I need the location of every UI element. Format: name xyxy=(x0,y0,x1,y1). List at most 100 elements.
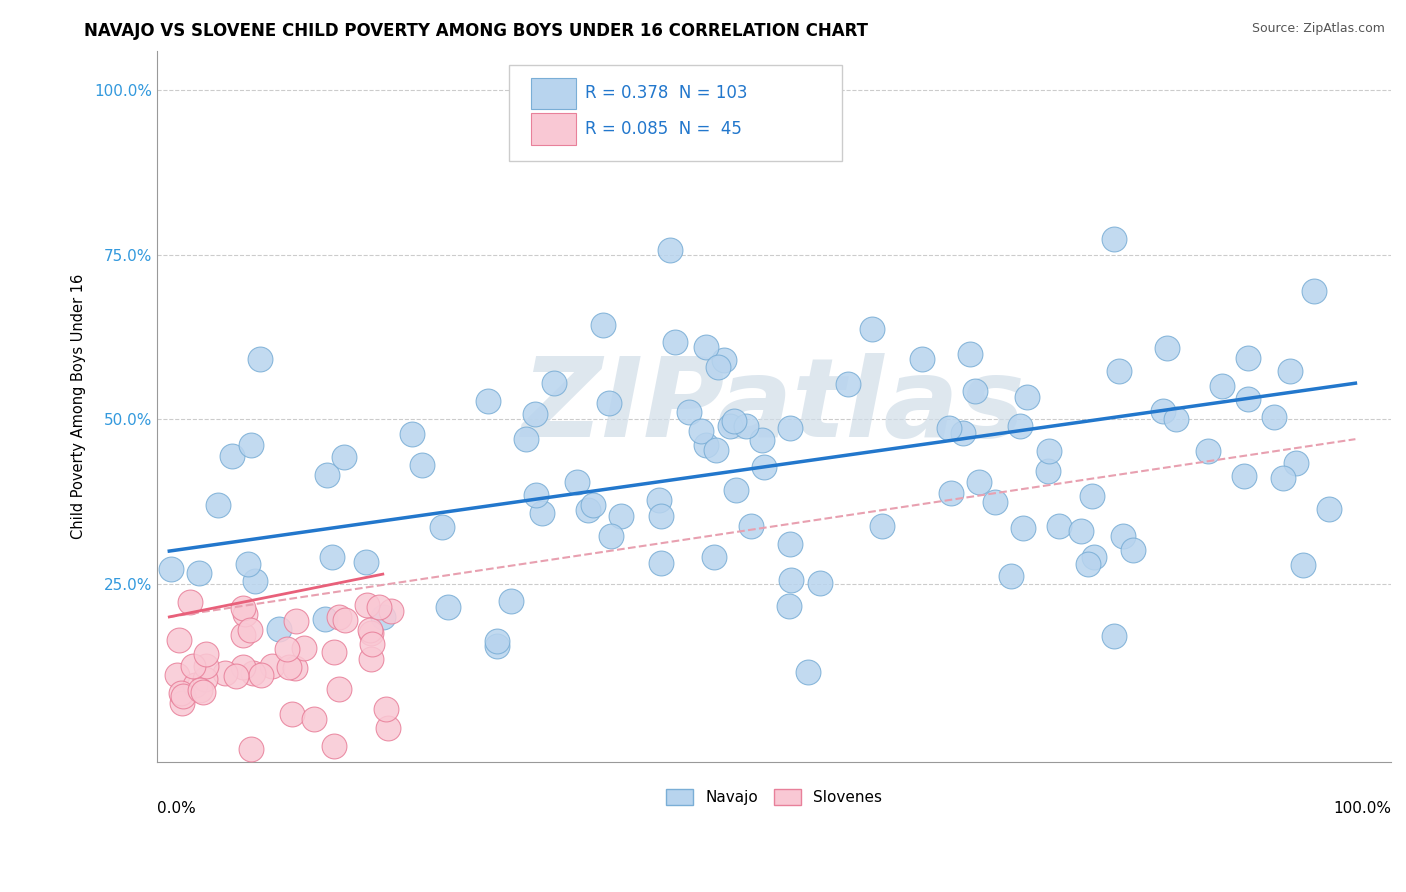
Point xyxy=(751,433,773,447)
Point xyxy=(166,668,188,682)
Point xyxy=(243,574,266,588)
Point xyxy=(1317,502,1340,516)
Point xyxy=(356,599,378,613)
Point xyxy=(232,627,254,641)
Point xyxy=(678,404,700,418)
Point xyxy=(1302,284,1324,298)
Point xyxy=(240,438,263,452)
Point xyxy=(939,486,962,500)
Point xyxy=(172,696,194,710)
Point xyxy=(870,519,893,533)
Point xyxy=(1272,471,1295,485)
Point xyxy=(172,690,194,704)
Point xyxy=(486,634,509,648)
Point xyxy=(650,509,672,524)
Point xyxy=(221,449,243,463)
Point xyxy=(1156,341,1178,355)
Point xyxy=(1197,443,1219,458)
Point xyxy=(1111,529,1133,543)
Point xyxy=(333,613,356,627)
Point xyxy=(1070,524,1092,538)
Point xyxy=(610,509,633,524)
Point xyxy=(361,637,384,651)
Point xyxy=(284,661,307,675)
Point xyxy=(1038,443,1060,458)
Point xyxy=(401,426,423,441)
Point xyxy=(1000,569,1022,583)
Point xyxy=(194,648,217,662)
Point xyxy=(277,660,299,674)
Point xyxy=(565,475,588,490)
Point xyxy=(249,667,271,681)
Point xyxy=(1279,364,1302,378)
Point xyxy=(207,498,229,512)
Point xyxy=(664,334,686,349)
Point xyxy=(232,601,254,615)
Point xyxy=(1233,468,1256,483)
Point xyxy=(179,595,201,609)
Point xyxy=(984,495,1007,509)
Point xyxy=(779,537,801,551)
Point xyxy=(582,498,605,512)
Point xyxy=(323,739,346,753)
Point xyxy=(304,712,326,726)
Point xyxy=(160,562,183,576)
Point xyxy=(524,407,547,421)
Point xyxy=(267,622,290,636)
Point xyxy=(707,359,730,374)
Point xyxy=(375,702,398,716)
Point xyxy=(704,443,727,458)
Point xyxy=(360,652,382,666)
Point xyxy=(1077,557,1099,571)
Point xyxy=(485,640,508,654)
Point xyxy=(1211,379,1233,393)
Point xyxy=(380,604,402,618)
Point xyxy=(1017,390,1039,404)
Point xyxy=(780,573,803,587)
Point xyxy=(1081,489,1104,503)
Point xyxy=(236,557,259,571)
Point xyxy=(477,394,499,409)
Point xyxy=(262,658,284,673)
Point xyxy=(963,384,986,399)
Point xyxy=(191,685,214,699)
Point xyxy=(543,376,565,391)
Point xyxy=(333,450,356,464)
Text: R = 0.085  N =  45: R = 0.085 N = 45 xyxy=(585,120,742,138)
Text: R = 0.378  N = 103: R = 0.378 N = 103 xyxy=(585,85,748,103)
FancyBboxPatch shape xyxy=(531,113,575,145)
Point xyxy=(284,615,307,629)
Point xyxy=(959,347,981,361)
Point xyxy=(1108,364,1130,378)
Point xyxy=(724,483,747,497)
Point xyxy=(354,555,377,569)
Point xyxy=(359,623,381,637)
Point xyxy=(1008,418,1031,433)
Legend: Navajo, Slovenes: Navajo, Slovenes xyxy=(659,783,889,811)
Point xyxy=(187,566,209,581)
Point xyxy=(969,475,991,490)
FancyBboxPatch shape xyxy=(509,65,842,161)
Text: ZIPatlas: ZIPatlas xyxy=(523,352,1026,459)
Point xyxy=(718,419,741,434)
Text: NAVAJO VS SLOVENE CHILD POVERTY AMONG BOYS UNDER 16 CORRELATION CHART: NAVAJO VS SLOVENE CHILD POVERTY AMONG BO… xyxy=(84,22,869,40)
Point xyxy=(952,426,974,441)
Point xyxy=(432,520,454,534)
Point xyxy=(184,678,207,692)
Point xyxy=(1237,392,1260,407)
Point xyxy=(316,468,339,483)
Point xyxy=(170,686,193,700)
Point xyxy=(938,421,960,435)
Point xyxy=(592,318,614,333)
Point xyxy=(778,599,800,613)
Point xyxy=(377,721,399,735)
Point xyxy=(797,665,820,679)
Point xyxy=(530,506,553,520)
Point xyxy=(239,623,262,637)
Point xyxy=(314,612,336,626)
Point xyxy=(695,340,717,354)
Point xyxy=(411,458,433,473)
Point xyxy=(1291,558,1313,572)
Point xyxy=(249,352,271,367)
Point xyxy=(1285,456,1308,470)
